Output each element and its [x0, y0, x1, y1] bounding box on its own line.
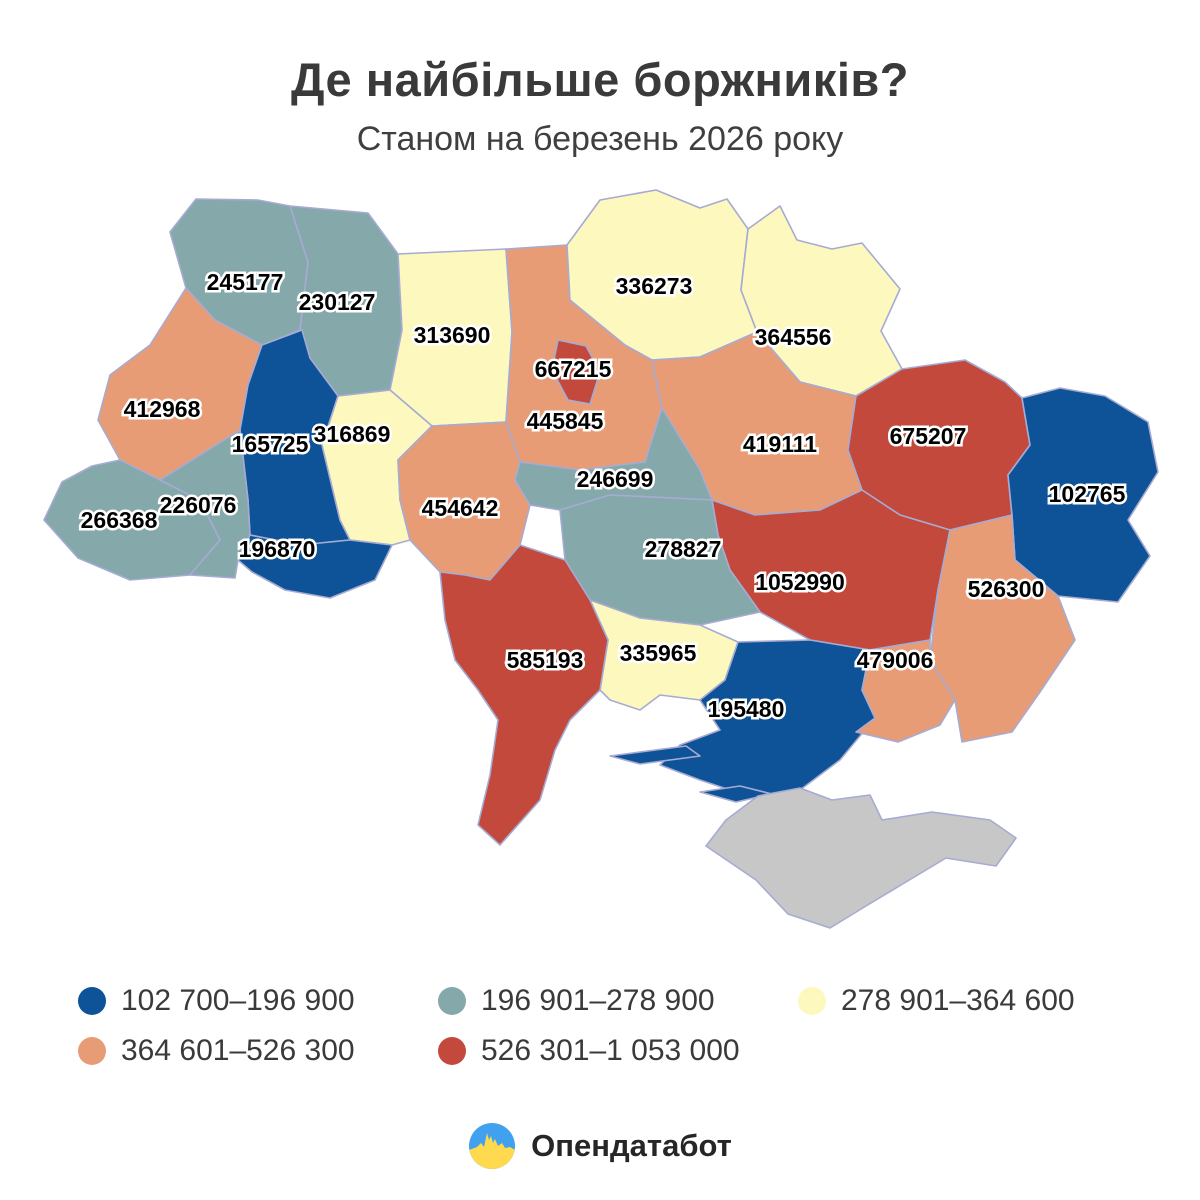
brand-footer: Опендатабот	[0, 1122, 1200, 1170]
legend-item-blue: 102 700–196 900	[78, 984, 438, 1018]
legend-swatch-blue	[78, 987, 106, 1015]
region-label-cherkasy: 246699	[577, 466, 654, 492]
legend-item-yellow: 278 901–364 600	[798, 984, 1158, 1018]
legend-swatch-yellow	[798, 987, 826, 1015]
region-label-zaporizhzhia: 479006	[857, 647, 934, 673]
opendatabot-logo-icon	[469, 1123, 516, 1169]
region-label-kirovohrad: 278827	[645, 536, 722, 562]
region-zaporizhzhia	[855, 639, 956, 743]
region-label-lviv: 412968	[124, 396, 201, 422]
legend-label-teal: 196 901–278 900	[481, 984, 715, 1017]
region-label-khmelnytskyi: 316869	[314, 421, 391, 447]
legend-label-salmon: 364 601–526 300	[121, 1034, 355, 1067]
legend-item-salmon: 364 601–526 300	[78, 1034, 438, 1068]
region-kherson-spit	[609, 745, 701, 765]
legend-item-teal: 196 901–278 900	[438, 984, 798, 1018]
legend-label-blue: 102 700–196 900	[121, 984, 355, 1017]
legend-swatch-teal	[438, 987, 466, 1015]
region-label-dnipropetrovsk: 1052990	[755, 569, 845, 595]
region-label-zhytomyr: 313690	[414, 322, 491, 348]
region-label-rivne: 230127	[299, 289, 376, 315]
region-chernivtsi	[237, 534, 393, 599]
region-luhansk	[1007, 387, 1159, 603]
region-label-odesa: 585193	[507, 647, 584, 673]
page-title: Де найбільше боржників?	[290, 53, 909, 106]
region-label-donetsk: 526300	[968, 576, 1045, 602]
region-label-sumy: 364556	[755, 324, 832, 350]
region-odesa	[439, 544, 609, 846]
region-label-kyiv-oblast: 445845	[527, 408, 604, 434]
legend-swatch-salmon	[78, 1037, 106, 1065]
brand-name: Опендатабот	[531, 1128, 732, 1163]
region-label-zakarpattia: 266368	[81, 507, 158, 533]
region-label-kyiv-city: 667215	[535, 356, 612, 382]
region-label-poltava: 419111	[743, 431, 817, 457]
region-label-ivano-frankivsk: 226076	[160, 492, 237, 518]
legend: 102 700–196 900 196 901–278 900 278 901–…	[78, 984, 1158, 1068]
page-subtitle: Станом на березень 2026 року	[356, 120, 844, 158]
legend-item-red: 526 301–1 053 000	[438, 1034, 798, 1068]
region-label-chernihiv: 336273	[616, 273, 693, 299]
region-label-volyn: 245177	[207, 269, 284, 295]
region-label-ternopil: 165725	[232, 431, 309, 457]
region-label-mykolaiv: 335965	[620, 640, 697, 666]
region-label-chernivtsi: 196870	[239, 536, 316, 562]
region-label-vinnytsia: 454642	[422, 495, 499, 521]
region-label-luhansk: 102765	[1049, 481, 1126, 507]
region-donetsk	[929, 514, 1076, 743]
region-label-kharkiv: 675207	[890, 423, 967, 449]
region-label-kherson: 195480	[708, 696, 785, 722]
legend-label-red: 526 301–1 053 000	[481, 1034, 740, 1067]
legend-label-yellow: 278 901–364 600	[841, 984, 1075, 1017]
region-crimea	[705, 787, 1017, 929]
legend-swatch-red	[438, 1037, 466, 1065]
region-kyiv-city	[551, 339, 601, 405]
